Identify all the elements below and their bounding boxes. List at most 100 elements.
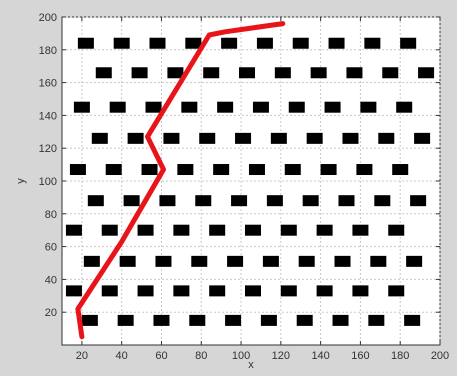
obstacle-point	[406, 255, 423, 267]
y-tick-label: 100	[39, 176, 57, 188]
obstacle-point	[328, 37, 345, 49]
obstacle-point	[244, 224, 261, 236]
obstacle-point	[227, 255, 244, 267]
obstacle-point	[73, 101, 90, 113]
obstacle-point	[382, 67, 399, 79]
obstacle-point	[131, 67, 148, 79]
obstacle-point	[225, 314, 242, 326]
obstacle-point	[181, 101, 198, 113]
obstacle-point	[109, 101, 126, 113]
obstacle-point	[378, 132, 395, 144]
obstacle-point	[153, 314, 170, 326]
obstacle-point	[292, 37, 309, 49]
x-tick-label: 20	[76, 350, 88, 362]
obstacle-point	[235, 132, 252, 144]
obstacle-point	[338, 195, 355, 207]
obstacle-point	[231, 195, 248, 207]
obstacle-point	[91, 132, 108, 144]
obstacle-point	[352, 285, 369, 297]
obstacle-point	[244, 285, 261, 297]
y-tick-label: 80	[45, 209, 57, 221]
x-tick-label: 140	[311, 350, 329, 362]
obstacle-point	[306, 132, 323, 144]
y-tick-label: 200	[39, 12, 57, 24]
x-tick-label: 200	[431, 350, 449, 362]
obstacle-point	[95, 67, 112, 79]
obstacle-point	[123, 195, 140, 207]
obstacle-point	[203, 67, 220, 79]
obstacle-point	[87, 195, 104, 207]
obstacle-point	[173, 285, 190, 297]
path	[75, 21, 286, 340]
y-tick-label: 180	[39, 45, 57, 57]
obstacle-point	[346, 67, 363, 79]
obstacle-point	[199, 132, 216, 144]
obstacle-point	[352, 224, 369, 236]
x-tick-label: 180	[391, 350, 409, 362]
obstacle-point	[195, 195, 212, 207]
x-axis-label: x	[248, 359, 254, 371]
obstacle-point	[410, 195, 427, 207]
obstacle-point	[302, 195, 319, 207]
obstacle-point	[191, 255, 208, 267]
obstacle-point	[418, 67, 435, 79]
obstacle-point	[280, 285, 297, 297]
obstacle-point	[83, 255, 100, 267]
obstacle-point	[65, 224, 82, 236]
obstacle-point	[137, 224, 154, 236]
obstacle-point	[217, 101, 234, 113]
obstacle-point	[248, 164, 265, 176]
obstacle-point	[370, 255, 387, 267]
y-tick-label: 60	[45, 242, 57, 254]
obstacle-point	[332, 314, 349, 326]
obstacle-point	[101, 224, 118, 236]
obstacle-point	[414, 132, 431, 144]
obstacle-point	[356, 164, 373, 176]
obstacle-point	[298, 255, 315, 267]
obstacle-point	[256, 37, 273, 49]
obstacle-point	[284, 164, 301, 176]
ticks: 20 40 60 80 100 120 140 160 180 200 20 40 60 80 100 120…	[39, 12, 450, 362]
obstacle-point	[101, 285, 118, 297]
obstacle-point	[296, 314, 313, 326]
obstacle-point	[69, 164, 86, 176]
obstacle-point	[274, 67, 291, 79]
obstacles	[65, 37, 435, 326]
obstacle-point	[368, 314, 385, 326]
obstacle-point	[342, 132, 359, 144]
obstacle-point	[316, 224, 333, 236]
obstacle-point	[149, 37, 166, 49]
obstacle-point	[388, 224, 405, 236]
obstacle-point	[374, 195, 391, 207]
obstacle-point	[81, 314, 98, 326]
y-tick-label: 40	[45, 274, 57, 286]
obstacle-point	[167, 67, 184, 79]
obstacle-point	[270, 132, 287, 144]
obstacle-point	[310, 67, 327, 79]
obstacle-point	[77, 37, 94, 49]
obstacle-point	[137, 285, 154, 297]
obstacle-point	[145, 101, 162, 113]
x-tick-label: 60	[155, 350, 167, 362]
obstacle-point	[280, 224, 297, 236]
obstacle-point	[324, 101, 341, 113]
obstacle-point	[266, 195, 283, 207]
obstacle-point	[127, 132, 144, 144]
obstacle-point	[239, 67, 256, 79]
obstacle-point	[185, 37, 202, 49]
y-axis-label: y	[15, 178, 27, 184]
obstacle-point	[117, 314, 134, 326]
obstacle-point	[119, 255, 136, 267]
obstacle-point	[334, 255, 351, 267]
obstacle-point	[221, 37, 238, 49]
obstacle-point	[388, 285, 405, 297]
x-tick-label: 40	[116, 350, 128, 362]
obstacle-point	[113, 37, 130, 49]
x-tick-label: 100	[232, 350, 250, 362]
obstacle-point	[189, 314, 206, 326]
y-tick-label: 160	[39, 78, 57, 90]
obstacle-point	[209, 224, 226, 236]
obstacle-point	[159, 195, 176, 207]
obstacle-point	[320, 164, 337, 176]
